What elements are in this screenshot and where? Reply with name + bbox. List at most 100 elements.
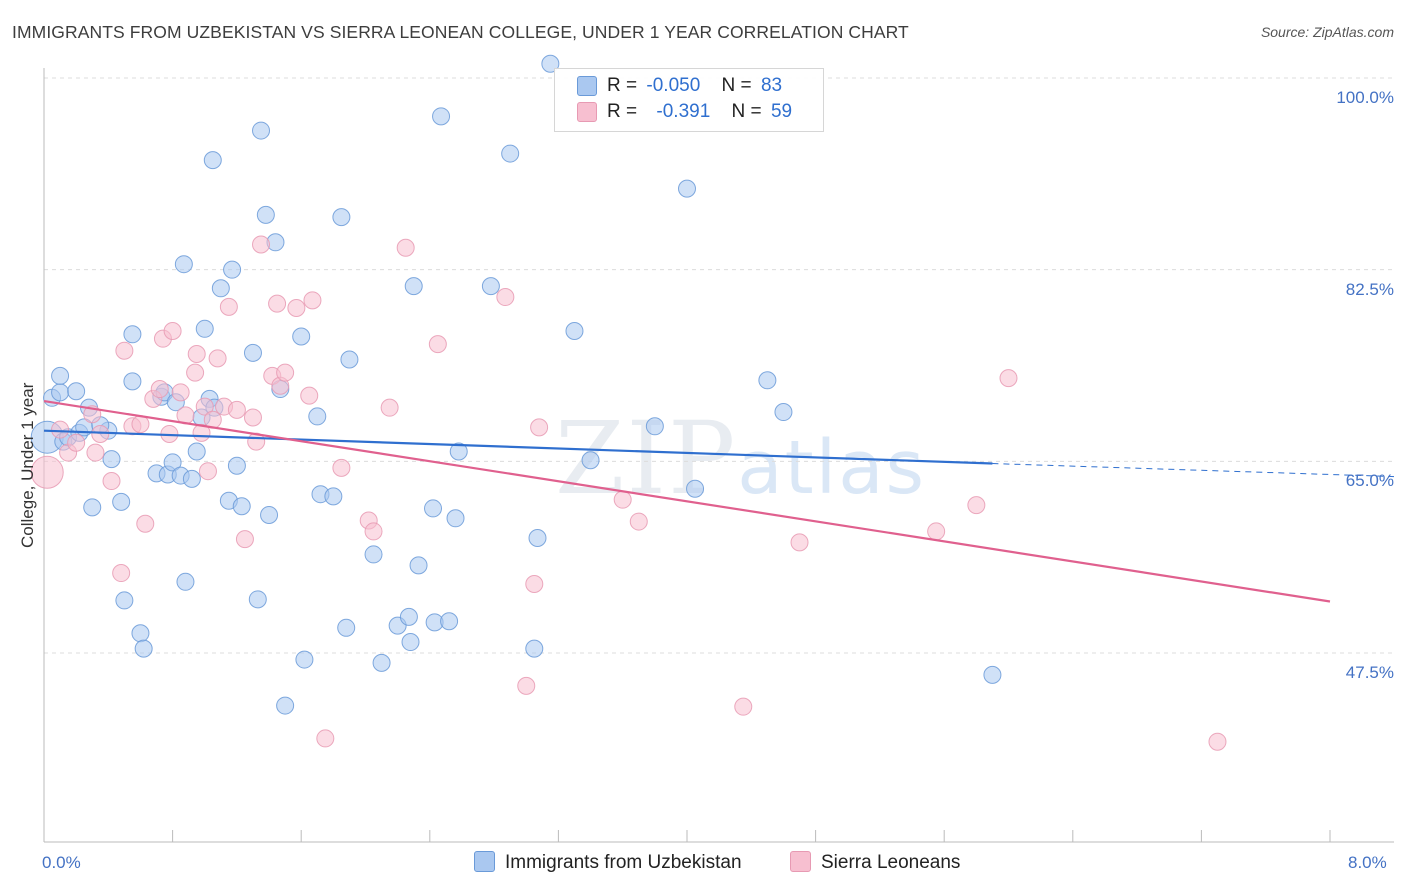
uzbekistan-point [449, 442, 468, 461]
uzbekistan-point [501, 144, 520, 163]
uzbekistan-point [758, 371, 777, 390]
bottom-legend-label: Sierra Leoneans [821, 852, 961, 873]
uzbekistan-point [256, 205, 275, 224]
sierra-leone-point [268, 294, 287, 313]
bottom-legend-label: Immigrants from Uzbekistan [505, 852, 742, 873]
uzbekistan-point [678, 179, 696, 198]
uzbekistan-point [446, 509, 465, 528]
chart-title: IMMIGRANTS FROM UZBEKISTAN VS SIERRA LEO… [12, 22, 909, 42]
sierra-leone-point [243, 408, 262, 427]
uzbekistan-point [399, 607, 418, 626]
uzbekistan-point [176, 572, 195, 591]
sierra-leone-point [300, 386, 319, 405]
uzbekistan-point [260, 506, 279, 524]
uzbekistan-point [645, 417, 664, 436]
sierra-leone-point [380, 398, 399, 417]
sierra-leone-point [927, 522, 946, 541]
uzbekistan-point [187, 442, 206, 461]
bottom-legend-item-uzbekistan: Immigrants from Uzbekistan [474, 851, 742, 874]
y-axis-label: College, Under 1 year [18, 382, 37, 548]
uzbekistan-point [404, 277, 423, 296]
sierra-leone-point [102, 472, 121, 491]
legend-row-uzbekistan: R = -0.050 N = 83 [577, 75, 782, 99]
x-tick-label-max: 8.0% [1348, 853, 1387, 872]
uzbekistan-point [203, 151, 222, 170]
sierra-leone-point [303, 291, 322, 310]
sierra-leone-point [999, 369, 1018, 388]
legend-swatch-pink [577, 101, 597, 122]
uzbekistan-point [581, 451, 600, 470]
uzbekistan-point [276, 696, 295, 715]
uzbekistan-point [131, 624, 150, 643]
source-label: Source: ZipAtlas.com [1260, 24, 1394, 40]
sierra-leone-point [496, 288, 515, 307]
sierra-leone-point [613, 490, 632, 509]
uzbekistan-point [195, 319, 214, 338]
sierra-leone-point [517, 676, 536, 695]
y-tick-label: 82.5% [1345, 279, 1394, 299]
uzbekistan-trendline [43, 429, 993, 465]
uzbekistan-point [308, 407, 327, 426]
uzbekistan-point [112, 492, 131, 511]
uzbekistan-trendline-extension [992, 463, 1395, 478]
sierra-leone-point [287, 299, 306, 317]
sierra-leone-point [163, 322, 182, 340]
legend-n-value: 83 [760, 75, 783, 96]
sierra-leone-point [396, 238, 415, 257]
sierra-leone-point [316, 729, 335, 748]
legend-n-value: 59 [770, 101, 793, 122]
legend-n-label: N = [731, 101, 762, 122]
bottom-legend-swatch-pink [790, 851, 811, 872]
uzbekistan-point [337, 618, 356, 637]
uzbekistan-point [174, 255, 193, 274]
sierra-leone-point [187, 345, 206, 363]
uzbekistan-point [364, 545, 383, 564]
uzbekistan-point [67, 382, 86, 401]
uzbekistan-point [401, 633, 420, 652]
sierra-leone-point [1208, 732, 1227, 751]
uzbekistan-point [123, 325, 142, 344]
legend-swatch-blue [577, 75, 597, 96]
correlation-legend: R = -0.050 N = 83 R = -0.391 N = 59 [554, 68, 824, 132]
uzbekistan-point [243, 343, 262, 362]
sierra-leone-point [629, 512, 648, 531]
legend-r-label: R = [607, 75, 638, 96]
uzbekistan-point [774, 403, 793, 422]
uzbekistan-point [232, 497, 251, 516]
uzbekistan-point [340, 350, 359, 369]
uzbekistan-point [227, 456, 246, 475]
uzbekistan-point [332, 208, 351, 227]
legend-r-label: R = [607, 101, 638, 122]
uzbekistan-point [223, 260, 242, 279]
uzbekistan-point [182, 469, 201, 488]
uzbekistan-point [409, 556, 428, 575]
legend-r-value: -0.050 [646, 75, 701, 96]
sierra-leone-point [115, 341, 134, 360]
uzbekistan-point [123, 372, 142, 391]
sierra-leone-point [235, 530, 254, 549]
uzbekistan-point [51, 383, 70, 402]
uzbekistan-point [163, 453, 182, 472]
sierra-leone-point [86, 443, 105, 462]
uzbekistan-point [295, 650, 314, 669]
sierra-leone-point [186, 363, 205, 382]
legend-n-label: N = [721, 75, 752, 96]
watermark-atlas: atlas [737, 425, 927, 511]
sierra-leone-point [91, 424, 110, 443]
sierra-leone-point [252, 235, 271, 254]
uzbekistan-point [83, 498, 102, 517]
sierra-leone-point [332, 458, 351, 477]
sierra-leone-point [734, 697, 753, 716]
sierra-leone-point [67, 433, 86, 452]
uzbekistan-point [324, 487, 343, 506]
sierra-leone-point [219, 297, 238, 316]
uzbekistan-point [525, 639, 544, 658]
sierra-leone-point [227, 400, 246, 419]
uzbekistan-point [211, 279, 230, 298]
sierra-leone-point [195, 397, 214, 416]
sierra-leone-point [364, 522, 383, 541]
sierra-leone-trendline [43, 400, 1331, 603]
sierra-leone-point [150, 380, 169, 399]
sierra-leone-point [790, 533, 809, 552]
